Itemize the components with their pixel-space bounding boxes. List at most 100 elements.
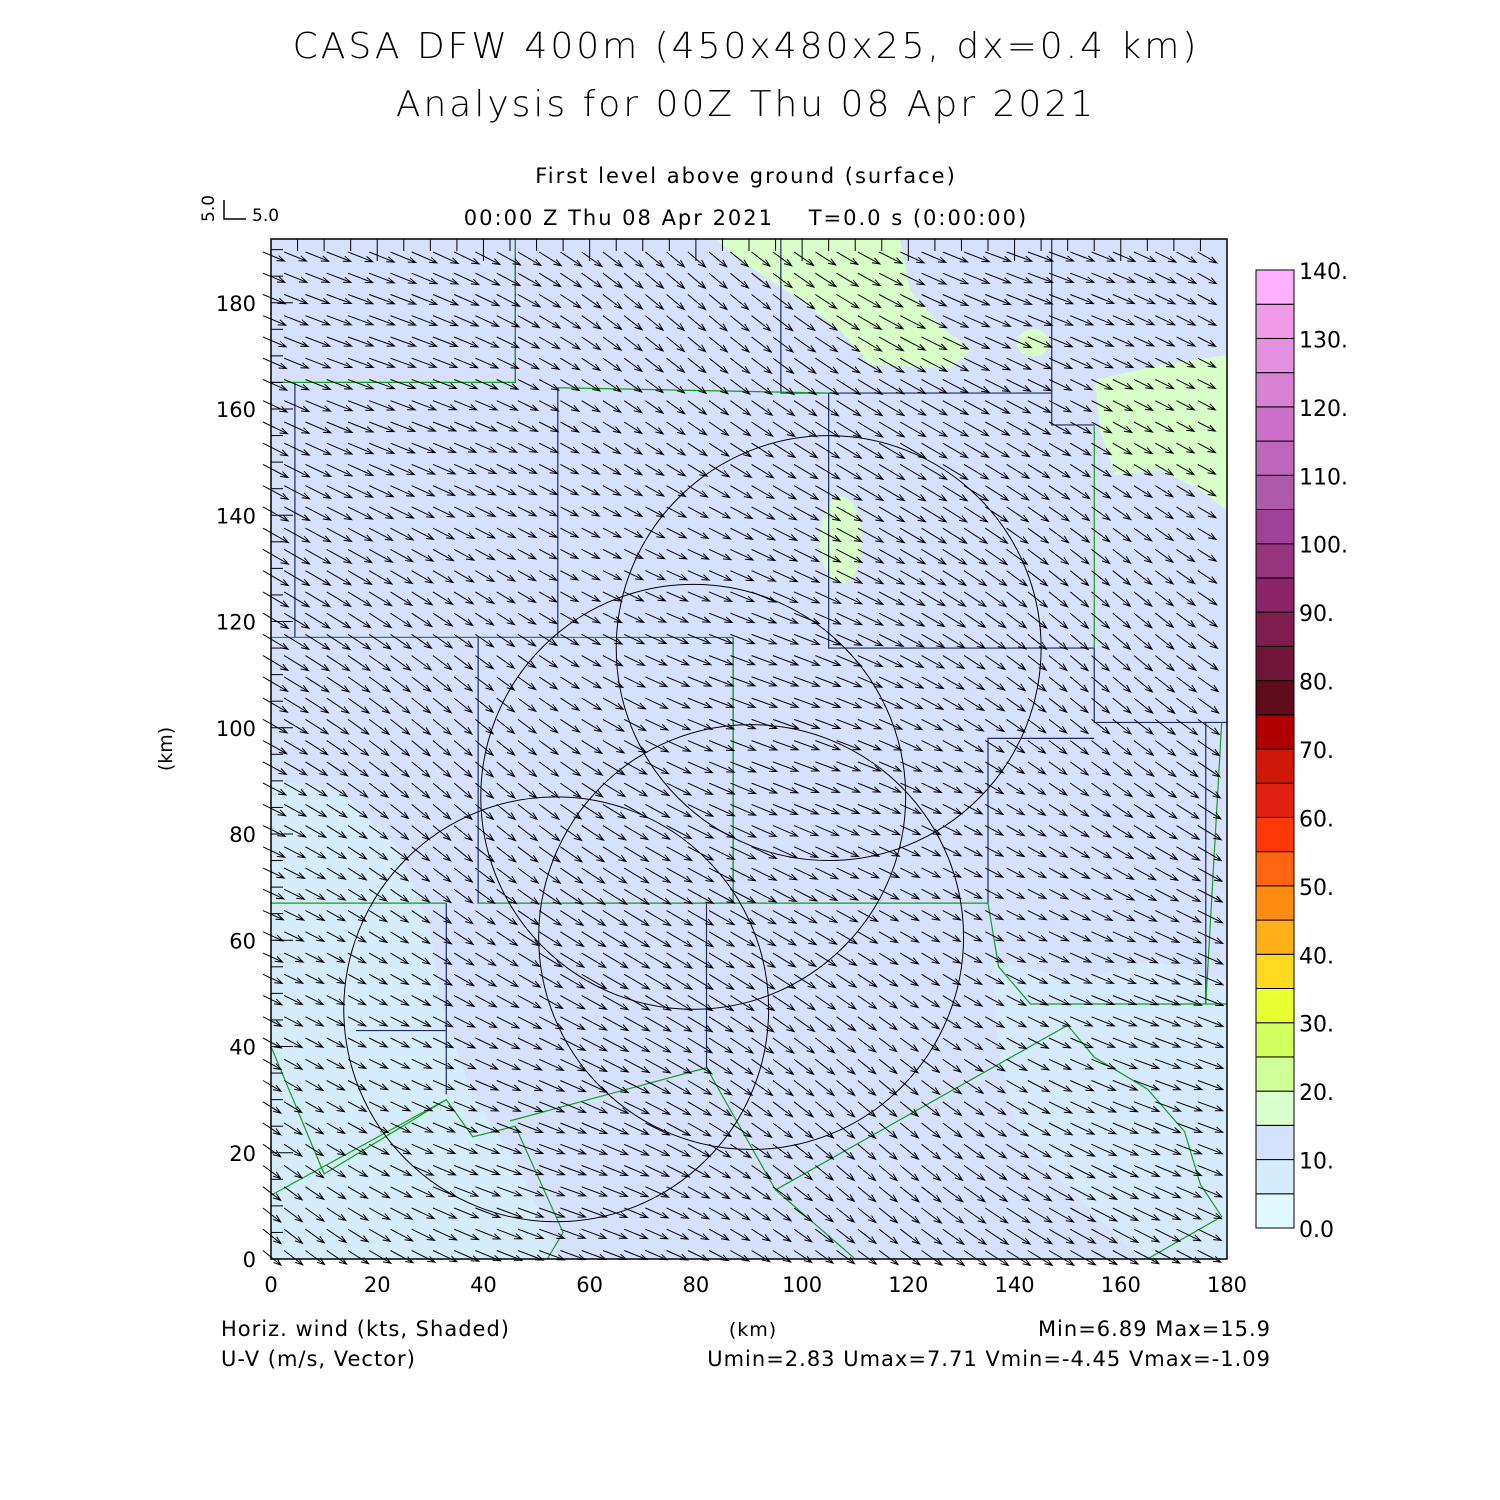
wind-vector [283, 527, 311, 543]
wind-vector [453, 676, 474, 692]
wind-vector [730, 379, 751, 395]
wind-vector [708, 442, 731, 457]
wind-vector [1048, 315, 1075, 326]
wind-vector [730, 1016, 755, 1033]
wind-vector [305, 251, 331, 262]
wind-vector [1069, 612, 1090, 630]
x-tick-label: 60 [576, 1273, 603, 1297]
colorbar-label: 110. [1299, 465, 1348, 490]
colorbar-bin [1255, 953, 1295, 989]
wind-vector [1133, 697, 1154, 715]
wind-vector [602, 676, 625, 689]
wind-vector [793, 1143, 814, 1160]
wind-vector [368, 697, 391, 715]
wind-vector [1048, 463, 1072, 479]
wind-vector [496, 1186, 523, 1197]
wind-vector [815, 1058, 836, 1076]
wind-vector [1133, 272, 1157, 284]
wind-vector [517, 400, 540, 412]
wind-vector [878, 463, 906, 481]
wind-vector [390, 357, 417, 368]
wind-vector [411, 910, 431, 924]
wind-vector [347, 846, 368, 860]
wind-vector [645, 931, 672, 948]
wind-vector [985, 761, 1005, 774]
wind-vector [751, 442, 775, 458]
wind-vector [602, 740, 626, 754]
wind-vector [326, 633, 352, 651]
wind-vector [517, 697, 537, 713]
wind-vector [560, 612, 580, 624]
wind-vector [496, 633, 516, 648]
wind-vector [708, 1165, 732, 1179]
wind-vector [1155, 1122, 1182, 1134]
wind-vector [1091, 888, 1114, 901]
wind-vector [687, 740, 714, 752]
wind-vector [921, 379, 949, 394]
wind-vector [390, 1016, 411, 1027]
wind-vector [836, 506, 864, 522]
wind-vector [1027, 761, 1047, 775]
wind-vector [581, 1080, 609, 1093]
wind-vector [369, 379, 396, 390]
wind-vector [1112, 931, 1137, 943]
wind-vector [772, 888, 798, 903]
wind-vector [815, 676, 842, 688]
wind-vector [942, 421, 970, 437]
wind-vector [538, 272, 563, 288]
wind-vector [305, 570, 332, 586]
wind-vector [900, 952, 920, 965]
wind-vector [1048, 846, 1069, 858]
wind-vector [305, 931, 326, 942]
wind-vector [730, 463, 753, 479]
wind-vector [560, 591, 580, 603]
wind-vector [475, 1016, 499, 1029]
wind-vector [793, 888, 819, 902]
wind-vector [1006, 272, 1034, 284]
wind-vector [857, 1122, 877, 1140]
wind-vector [857, 251, 882, 265]
wind-vector [921, 888, 942, 900]
wind-vector [1155, 400, 1175, 411]
wind-vector [921, 995, 941, 1008]
wind-vector [1176, 697, 1198, 714]
wind-vector [857, 506, 885, 523]
wind-vector [751, 761, 779, 773]
wind-vector [560, 952, 586, 969]
wind-vector [1133, 676, 1154, 693]
wind-vector [666, 952, 694, 969]
wind-vector [708, 315, 729, 332]
wind-vector [899, 1101, 920, 1118]
wind-vector [347, 1143, 369, 1156]
wind-vector [1048, 1016, 1072, 1027]
wind-vector [1027, 357, 1053, 370]
wind-vector [326, 315, 353, 326]
wind-vector [1176, 421, 1196, 432]
wind-vector [1176, 803, 1200, 820]
wind-vector [1155, 463, 1175, 476]
wind-vector [560, 633, 580, 646]
wind-vector [581, 782, 605, 798]
wind-vector [538, 973, 564, 989]
wind-vector [730, 655, 757, 666]
wind-vector [623, 655, 646, 667]
wind-vector [1091, 1122, 1118, 1135]
wind-vector [772, 442, 797, 459]
wind-vector [283, 1143, 304, 1158]
wind-vector [921, 272, 948, 285]
wind-vector [645, 803, 671, 819]
wind-vector [857, 761, 883, 772]
wind-vector [751, 1143, 773, 1159]
wind-vector [1133, 995, 1160, 1006]
wind-vector [453, 506, 477, 518]
wind-vector [453, 931, 475, 946]
wind-vector [1155, 485, 1175, 498]
wind-vector [1091, 910, 1114, 922]
wind-vector [1197, 718, 1221, 736]
wind-vector [645, 527, 666, 539]
wind-vector [453, 612, 475, 627]
wind-vector [1048, 634, 1069, 651]
wind-vector [815, 910, 839, 924]
wind-vector [602, 761, 626, 776]
wind-vector [517, 612, 537, 625]
